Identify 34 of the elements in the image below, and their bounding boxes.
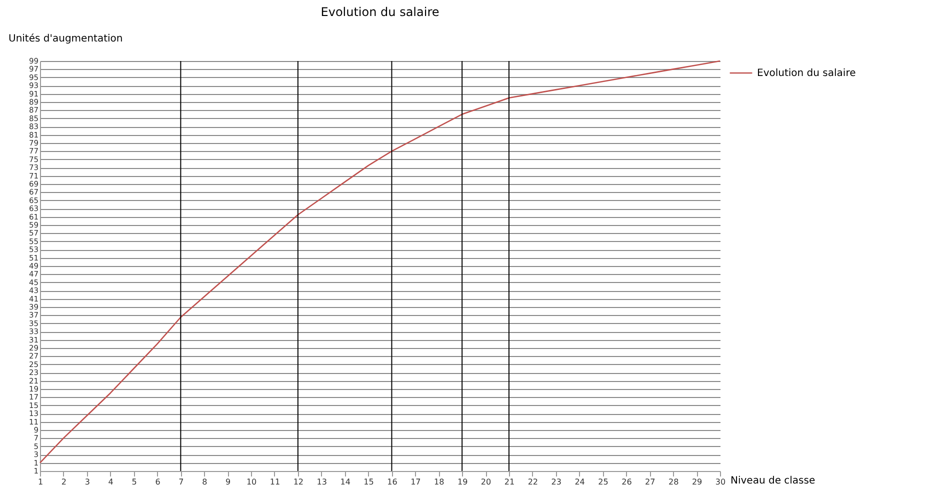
x-tick-label: 25 (598, 478, 608, 486)
y-axis-title: Unités d'augmentation (8, 34, 123, 44)
x-tick-label: 23 (551, 478, 562, 486)
x-tick-label: 16 (387, 478, 398, 486)
line-series (39, 60, 721, 464)
x-tick-label: 20 (480, 478, 492, 486)
x-tick-label: 10 (246, 478, 257, 486)
x-tick-label: 18 (434, 478, 444, 486)
x-tick-label: 6 (155, 478, 160, 486)
legend-label: Evolution du salaire (757, 68, 856, 79)
x-tick-label: 2 (61, 478, 66, 486)
x-tick-label: 28 (668, 478, 679, 486)
x-tick-label: 11 (270, 478, 280, 486)
x-tick-label: 30 (715, 478, 726, 486)
x-tick-label: 22 (528, 478, 538, 486)
x-tick-label: 9 (226, 478, 231, 486)
x-axis-title: Niveau de classe (730, 476, 816, 486)
x-tick-label: 12 (293, 478, 304, 486)
x-tick-label: 14 (340, 478, 350, 486)
x-tick-label: 29 (692, 478, 702, 486)
chart-title: Evolution du salaire (320, 5, 440, 19)
x-tick-label: 13 (316, 478, 327, 486)
x-tick-label: 26 (622, 478, 632, 486)
x-tick-label: 3 (84, 478, 90, 486)
x-tick-label: 19 (457, 478, 468, 486)
x-tick-label: 24 (574, 478, 585, 486)
x-tick-label: 27 (645, 478, 656, 486)
x-tick-label: 8 (202, 478, 208, 486)
x-tick-label: 7 (178, 478, 184, 486)
x-tick-label: 15 (364, 478, 374, 486)
x-tick-label: 4 (108, 478, 114, 486)
x-tick-label: 17 (410, 478, 421, 486)
x-tick-label: 5 (132, 478, 137, 486)
x-tick-label: 21 (504, 478, 515, 486)
